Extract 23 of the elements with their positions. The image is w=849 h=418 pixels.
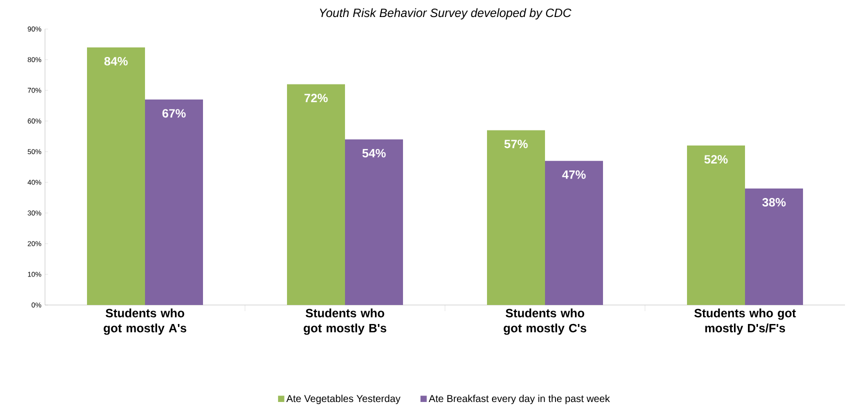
data-label: 54% <box>362 148 386 158</box>
bar <box>487 130 546 305</box>
x-tick-label: Students who got mostly B's <box>304 308 386 335</box>
bar <box>345 139 404 305</box>
bar <box>687 146 746 305</box>
bar <box>287 84 346 305</box>
bar <box>545 160 604 305</box>
bar <box>745 188 804 305</box>
data-label: 67% <box>162 109 186 118</box>
legend-label: Ate Vegetables Yesterday <box>286 394 400 404</box>
legend-label: Ate Breakfast every day in the past week <box>428 394 610 404</box>
data-label: 47% <box>562 170 586 179</box>
data-label: 84% <box>104 56 128 66</box>
bar <box>145 100 203 305</box>
bar <box>87 47 146 305</box>
chart-title: Youth Risk Behavior Survey developed by CDC <box>320 8 572 20</box>
x-tick-label: Students who got mostly C's <box>504 308 586 335</box>
x-tick-label: Students who got mostly D's/F's <box>694 308 796 335</box>
data-label: 52% <box>704 155 728 164</box>
data-label: 72% <box>304 94 328 102</box>
data-label: 57% <box>504 140 528 148</box>
data-label: 38% <box>762 198 786 207</box>
x-tick-label: Students who got mostly A's <box>104 308 186 335</box>
